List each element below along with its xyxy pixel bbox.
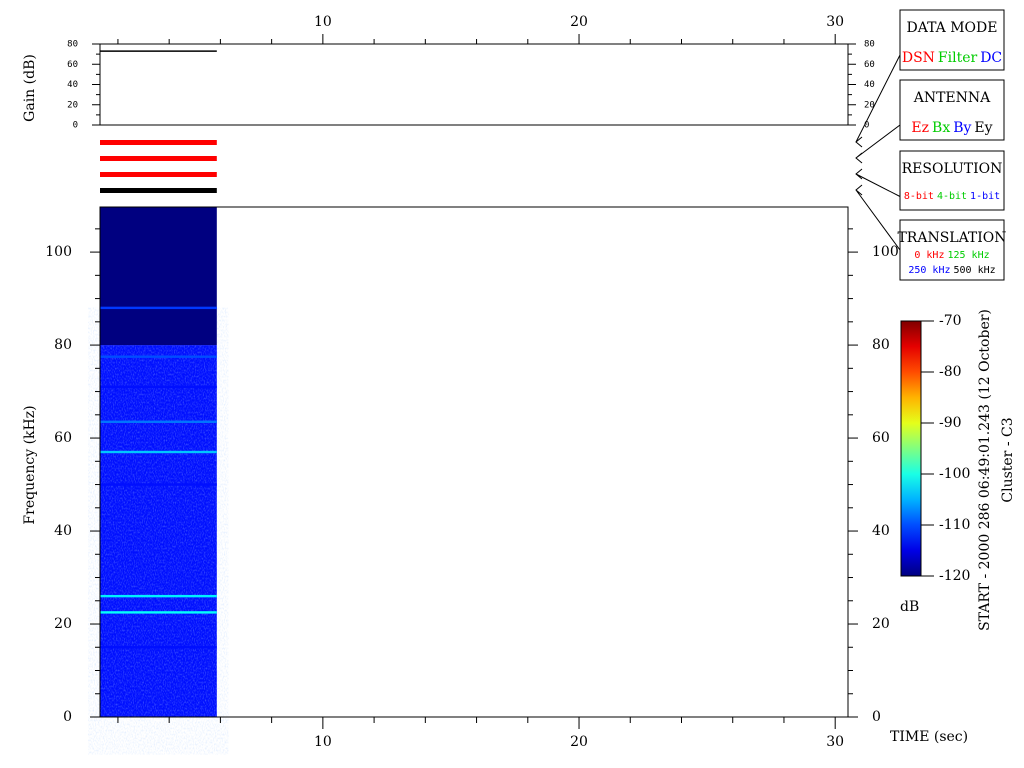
- y-tick-label: 60: [54, 430, 72, 446]
- spectral-line: [100, 483, 217, 486]
- legend-item: Filter: [938, 50, 978, 66]
- gain-frame: [99, 43, 849, 126]
- legend-item: By: [953, 120, 971, 136]
- x-tick-label: 20: [570, 734, 588, 750]
- y-tick-label: 0: [872, 709, 881, 725]
- status-bar: [100, 188, 217, 193]
- legend-item: 1-bit: [970, 191, 1000, 202]
- legend-title: RESOLUTION: [902, 161, 1003, 177]
- y-tick-label: 100: [45, 244, 72, 260]
- status-bar: [100, 156, 217, 161]
- spectral-line: [100, 450, 217, 454]
- spectral-line: [100, 646, 217, 649]
- legend-items: DSN Filter DC: [902, 50, 1002, 66]
- legend-item: Ez: [911, 120, 929, 136]
- x-tick-label: 30: [826, 734, 844, 750]
- gain-tick-label: 40: [864, 80, 875, 90]
- legend-items: 250 kHz 500 kHz: [908, 265, 995, 276]
- colorbar: [900, 320, 922, 577]
- legend-arrow: [855, 168, 901, 197]
- spectral-line: [100, 306, 217, 310]
- spectrum-band: [100, 207, 217, 346]
- spectral-line: [100, 594, 217, 598]
- frequency-axis-label: Frequency (kHz): [22, 405, 38, 524]
- legend-box: [899, 79, 1005, 141]
- legend-box: [899, 150, 1005, 211]
- legend-item: 8-bit: [904, 191, 934, 202]
- legend-title: TRANSLATION: [897, 230, 1006, 246]
- legend-items: 0 kHz 125 kHz: [914, 250, 989, 261]
- noise-texture: [100, 345, 217, 717]
- colorbar-tick-label: -110: [939, 517, 970, 533]
- y-tick-label: 80: [54, 337, 72, 353]
- y-tick-label: 20: [872, 616, 890, 632]
- x-tick-label: 30: [826, 14, 844, 30]
- colorbar-label: dB: [900, 599, 919, 615]
- legend-item: Bx: [932, 120, 950, 136]
- gain-axis-label: Gain (dB): [22, 54, 38, 122]
- legend-item: Ey: [974, 120, 992, 136]
- y-tick-label: 40: [872, 523, 890, 539]
- legend-items: Ez Bx By Ey: [911, 120, 992, 136]
- x-tick-label: 20: [570, 14, 588, 30]
- gain-tick-label: 80: [67, 40, 78, 50]
- spectral-line: [100, 385, 217, 389]
- spectrogram-frame: [99, 206, 849, 718]
- y-tick-label: 100: [872, 244, 899, 260]
- spectral-line: [100, 611, 217, 614]
- y-tick-label: 0: [63, 709, 72, 725]
- colorbar-tick-label: -80: [939, 364, 962, 380]
- colorbar-tick-label: -70: [939, 313, 962, 329]
- y-tick-label: 20: [54, 616, 72, 632]
- legend-items: 8-bit 4-bit 1-bit: [904, 191, 1000, 202]
- legend-box: [899, 9, 1005, 71]
- legend-item: 500 kHz: [954, 265, 996, 276]
- time-axis-label: TIME (sec): [890, 729, 968, 745]
- gain-tick-label: 60: [67, 60, 78, 70]
- legend-arrow: [855, 54, 901, 148]
- x-tick-label: 10: [314, 734, 332, 750]
- spectral-line: [100, 420, 217, 423]
- legend-title: DATA MODE: [907, 20, 998, 36]
- colorbar-tick-label: -120: [939, 568, 970, 584]
- legend-item: 4-bit: [937, 191, 967, 202]
- legend-item: DC: [980, 50, 1002, 66]
- gain-tick-label: 40: [67, 80, 78, 90]
- y-tick-label: 80: [872, 337, 890, 353]
- colorbar-tick-label: -100: [939, 466, 970, 482]
- start-time: START - 2000 286 06:49:01.243 (12 Octobe…: [977, 309, 993, 631]
- gain-tick-label: 60: [864, 60, 875, 70]
- x-tick-label: 10: [314, 14, 332, 30]
- status-bar: [100, 140, 217, 145]
- legend-item: 250 kHz: [908, 265, 950, 276]
- spectral-line: [100, 355, 217, 358]
- y-tick-label: 40: [54, 523, 72, 539]
- spacecraft: Cluster - C3: [1000, 417, 1016, 502]
- legend-item: DSN: [902, 50, 935, 66]
- colorbar-tick-label: -90: [939, 415, 962, 431]
- gain-tick-label: 80: [864, 40, 875, 50]
- legend-item: 0 kHz: [914, 250, 944, 261]
- status-bar: [100, 172, 217, 177]
- gain-tick-label: 0: [864, 121, 869, 131]
- legend-arrow: [855, 184, 901, 251]
- gain-tick-label: 20: [67, 100, 78, 110]
- legend-item: 125 kHz: [947, 250, 989, 261]
- gain-tick-label: 20: [864, 100, 875, 110]
- y-tick-label: 60: [872, 430, 890, 446]
- legend-title: ANTENNA: [913, 90, 991, 106]
- gain-tick-label: 0: [73, 121, 78, 131]
- legend-arrow: [855, 124, 901, 164]
